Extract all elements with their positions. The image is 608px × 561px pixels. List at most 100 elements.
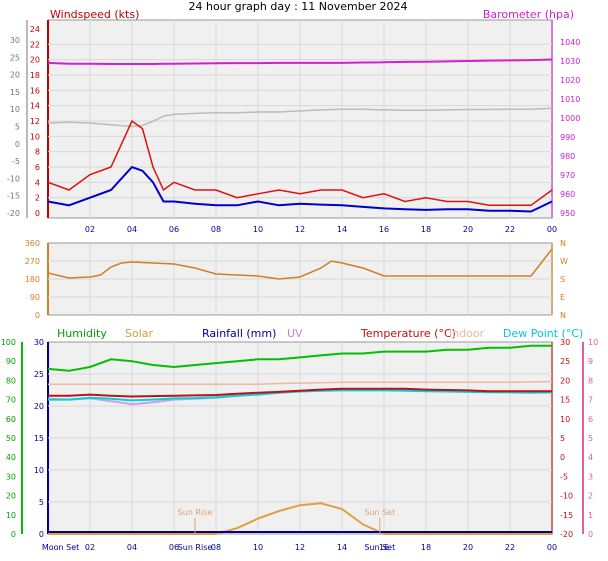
temperature-tick-label: -15 (560, 511, 573, 520)
humidity-tick-label: 0 (11, 530, 16, 539)
legend-solar: Solar (125, 327, 154, 340)
wind-tick-label: 2 (35, 194, 40, 203)
x-tick-label: 04 (127, 225, 137, 234)
wind-axis-label: Windspeed (kts) (50, 8, 139, 21)
barometer-line (47, 58, 553, 65)
direction-tick-label: 0 (35, 311, 40, 320)
outer-tick-label: -20 (7, 209, 20, 218)
x-tick-label: 22 (505, 543, 515, 552)
uv-tick-label: 9 (588, 357, 593, 366)
outer-tick-label: 30 (10, 36, 20, 45)
x-tick-label: 18 (421, 543, 431, 552)
humidity-tick-label: 10 (6, 511, 16, 520)
humidity-tick-label: 70 (6, 396, 16, 405)
wind-tick-label: 12 (30, 117, 40, 126)
rainfall-tick-label: 5 (39, 498, 44, 507)
x-tick-label: 04 (127, 543, 137, 552)
humidity-tick-label: 100 (1, 338, 16, 347)
humidity-tick-label: 30 (6, 472, 16, 481)
x-tick-label: 22 (505, 225, 515, 234)
x-tick-label: 20 (463, 225, 473, 234)
humidity-tick-label: 20 (6, 492, 16, 501)
humidity-tick-label: 90 (6, 357, 16, 366)
direction-tick-label: 360 (25, 239, 40, 248)
temperature-tick-label: 25 (560, 357, 570, 366)
indoor-temperature-line (48, 380, 553, 385)
barometer-axis-label: Barometer (hpa) (483, 8, 574, 21)
direction-tick-label: 90 (30, 293, 40, 302)
sun-rise-axis-label: Sun Rise (178, 543, 213, 552)
uv-tick-label: 8 (588, 376, 593, 385)
x-tick-label: 00 (547, 225, 557, 234)
x-tick-label: 02 (85, 543, 95, 552)
x-tick-label: 06 (169, 543, 179, 552)
humidity-tick-label: 40 (6, 453, 16, 462)
barometer-tick-label: 950 (560, 209, 575, 218)
chart-marks: 242220181614121086420302520151050-5-10-1… (1, 20, 598, 552)
legend-temperature: Temperature (°C) (360, 327, 456, 340)
wind-tick-label: 0 (35, 209, 40, 218)
x-tick-label: 12 (295, 543, 305, 552)
sun-set-label: Sun Set (364, 508, 395, 517)
moon-set-label: Moon Set (42, 543, 79, 552)
direction-tick-label: 270 (25, 257, 40, 266)
x-tick-label: 06 (169, 225, 179, 234)
temperature-tick-label: 10 (560, 415, 570, 424)
direction-tick-label: 180 (25, 275, 40, 284)
wind-tick-label: 14 (30, 102, 40, 111)
x-tick-label: 12 (295, 225, 305, 234)
temperature-legend: Humidity Solar Rainfall (mm) UV Temperat… (57, 327, 583, 340)
temperature-line (48, 387, 552, 398)
wind-tick-label: 24 (30, 25, 40, 34)
outer-tick-label: -15 (7, 192, 20, 201)
temperature-tick-label: 20 (560, 376, 570, 385)
compass-tick-label: S (560, 275, 565, 284)
x-tick-label: 14 (337, 225, 347, 234)
wind-tick-label: 4 (35, 178, 40, 187)
outer-tick-label: 25 (10, 53, 20, 62)
sun-rise-label: Sun Rise (178, 508, 213, 517)
wind-tick-label: 10 (30, 132, 40, 141)
outer-tick-label: 10 (10, 105, 20, 114)
x-tick-label: 08 (211, 225, 221, 234)
x-tick-label: 10 (253, 225, 263, 234)
outer-tick-label: 0 (15, 140, 20, 149)
wind-tick-label: 8 (35, 148, 40, 157)
chart-title: 24 hour graph day : 11 November 2024 (188, 0, 407, 13)
direction-line (47, 248, 553, 280)
rainfall-tick-label: 25 (34, 370, 44, 379)
x-tick-label: 18 (421, 225, 431, 234)
outer-tick-label: -10 (7, 174, 20, 183)
temperature-tick-label: -10 (560, 492, 573, 501)
compass-tick-label: N (560, 311, 566, 320)
outer-tick-label: 20 (10, 71, 20, 80)
legend-rainfall: Rainfall (mm) (202, 327, 276, 340)
temperature-tick-label: 30 (560, 338, 570, 347)
compass-tick-label: N (560, 239, 566, 248)
wind-gust-line (47, 119, 553, 207)
compass-tick-label: E (560, 293, 565, 302)
uv-tick-label: 2 (588, 492, 593, 501)
uv-tick-label: 10 (588, 338, 598, 347)
grey-series-line (47, 107, 553, 128)
x-tick-label: 10 (253, 543, 263, 552)
x-tick-label: 20 (463, 543, 473, 552)
rainfall-tick-label: 30 (34, 338, 44, 347)
uv-tick-label: 7 (588, 396, 593, 405)
humidity-line (47, 344, 552, 372)
barometer-tick-label: 1000 (560, 114, 580, 123)
barometer-tick-label: 1010 (560, 95, 580, 104)
humidity-tick-label: 50 (6, 434, 16, 443)
humidity-tick-label: 80 (6, 376, 16, 385)
x-tick-label: 16 (379, 225, 389, 234)
x-tick-label: 02 (85, 225, 95, 234)
temperature-tick-label: 15 (560, 396, 570, 405)
wind-tick-label: 18 (30, 71, 40, 80)
wind-tick-label: 6 (35, 163, 40, 172)
uv-tick-label: 4 (588, 453, 593, 462)
uv-tick-label: 0 (588, 530, 593, 539)
barometer-tick-label: 1020 (560, 76, 580, 85)
uv-tick-label: 5 (588, 434, 593, 443)
temperature-tick-label: 0 (560, 453, 565, 462)
